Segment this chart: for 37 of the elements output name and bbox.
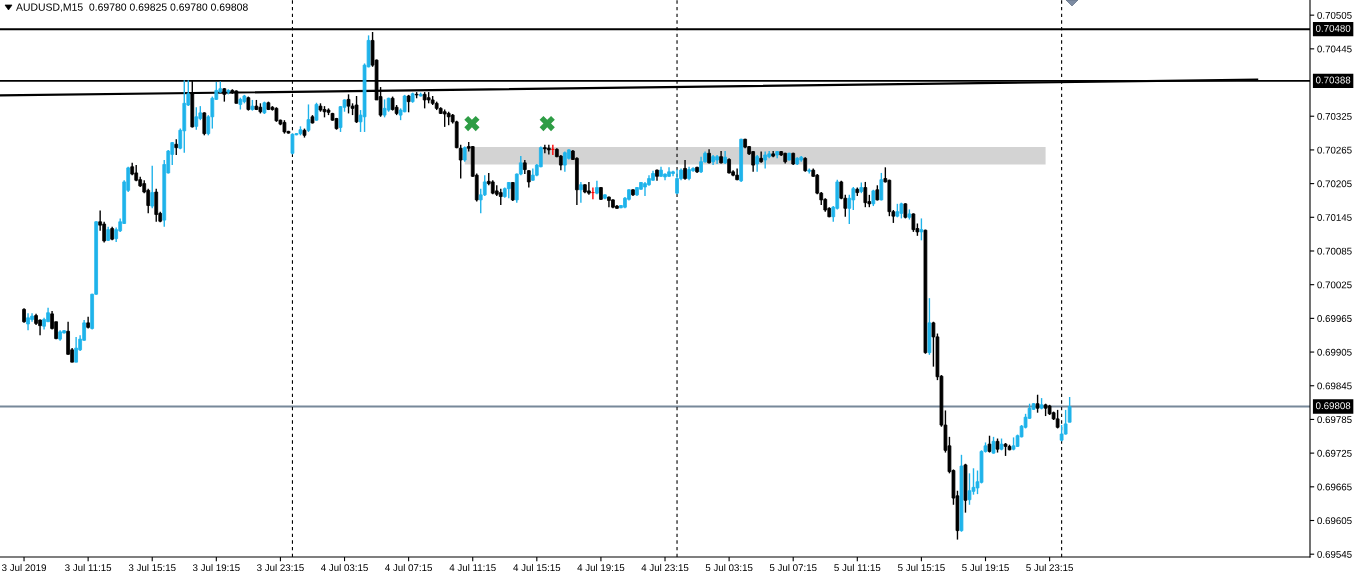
x-tick-label: 5 Jul 11:15 — [834, 563, 881, 572]
y-tick-label: 0.70265 — [1317, 146, 1352, 154]
y-tick-label: 0.69665 — [1317, 483, 1352, 491]
ref-line-label: 0.70480 — [1315, 24, 1351, 32]
x-tick-label: 5 Jul 23:15 — [1026, 563, 1073, 572]
chart-title: AUDUSD,M15 0.69780 0.69825 0.69780 0.69808 — [16, 3, 248, 13]
y-tick-label: 0.70325 — [1317, 112, 1352, 120]
x-tick-label: 4 Jul 07:15 — [385, 563, 432, 572]
x-tick-label: 5 Jul 03:15 — [705, 563, 753, 572]
x-tick-label: 5 Jul 07:15 — [769, 563, 817, 572]
y-tick-label: 0.70505 — [1317, 11, 1352, 19]
y-tick-label: 0.69725 — [1317, 449, 1352, 457]
y-tick-label: 0.70145 — [1317, 214, 1352, 221]
y-tick-label: 0.69605 — [1317, 517, 1352, 525]
y-tick-label: 0.70085 — [1317, 247, 1352, 255]
y-tick-label: 0.70445 — [1317, 45, 1352, 53]
x-tick-label: 4 Jul 15:15 — [513, 563, 561, 572]
x-tick-label: 5 Jul 15:15 — [898, 563, 945, 572]
x-tick-label: 4 Jul 19:15 — [577, 563, 625, 572]
x-tick-label: 3 Jul 19:15 — [192, 563, 240, 572]
ref-line-label: 0.70388 — [1315, 76, 1351, 84]
y-tick-label: 0.69845 — [1317, 382, 1352, 390]
x-tick-label: 4 Jul 23:15 — [641, 563, 689, 572]
x-tick-label: 4 Jul 03:15 — [320, 563, 368, 572]
x-tick-label: 3 Jul 23:15 — [257, 563, 304, 572]
y-tick-label: 0.69965 — [1317, 315, 1352, 322]
x-tick-label: 3 Jul 11:15 — [65, 563, 112, 572]
y-tick-label: 0.69545 — [1317, 550, 1352, 558]
y-tick-label: 0.70025 — [1317, 281, 1352, 289]
x-tick-label: 3 Jul 15:15 — [128, 563, 176, 572]
x-tick-label: 4 Jul 11:15 — [449, 563, 496, 572]
y-tick-label: 0.69905 — [1317, 348, 1352, 356]
ref-line-label: 0.69808 — [1315, 402, 1351, 410]
x-tick-label: 5 Jul 19:15 — [962, 563, 1009, 572]
x-tick-label: 3 Jul 2019 — [1, 563, 47, 572]
y-tick-label: 0.70205 — [1317, 180, 1352, 188]
y-tick-label: 0.69785 — [1317, 416, 1352, 424]
